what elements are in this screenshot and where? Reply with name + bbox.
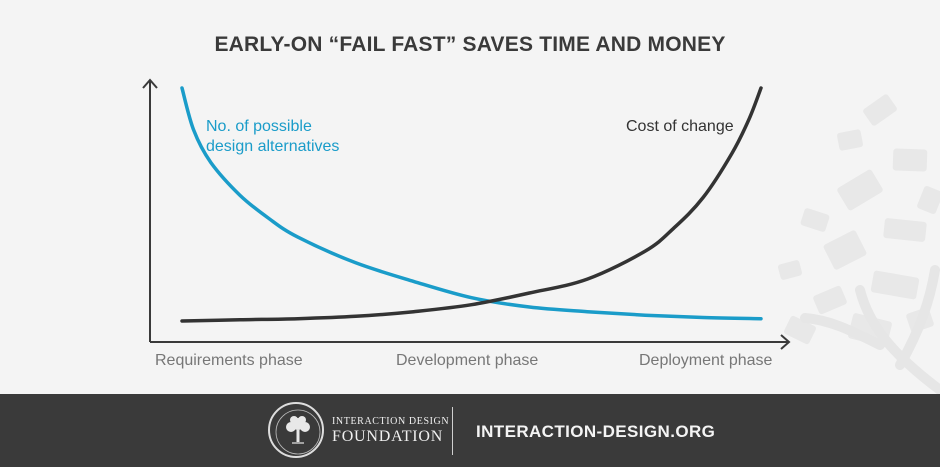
decorative-leaf [823, 230, 867, 270]
decorative-branch [800, 265, 940, 394]
decorative-leaf [777, 260, 803, 280]
series-line-alternatives [180, 86, 763, 321]
decorative-leaf [870, 270, 920, 300]
series-layer [180, 86, 763, 323]
y-axis-arrow [142, 78, 158, 89]
x-tick-requirements: Requirements phase [155, 352, 303, 369]
foundation-logo-icon [268, 402, 324, 458]
alternatives-label-line1: No. of possible [206, 118, 312, 135]
foundation-name: INTERACTION DESIGN FOUNDATION [332, 416, 449, 446]
chart-title: EARLY-ON “FAIL FAST” SAVES TIME AND MONE… [214, 33, 726, 56]
tree-icon [275, 409, 321, 455]
chart-svg [142, 78, 940, 394]
footer: INTERACTION DESIGN FOUNDATION INTERACTIO… [0, 394, 940, 467]
decorative-leaf [813, 285, 847, 315]
x-axis-arrow [780, 334, 791, 350]
decorative-leaf [837, 129, 863, 151]
footer-divider [452, 407, 453, 455]
x-tick-deployment: Deployment phase [639, 352, 773, 369]
foundation-name-line2: FOUNDATION [332, 428, 444, 445]
series-line-cost [180, 86, 763, 323]
decorative-leaf [892, 148, 928, 172]
x-tick-development: Development phase [396, 352, 539, 369]
site-url-link[interactable]: INTERACTION-DESIGN.ORG [476, 422, 716, 441]
decorative-leaves [777, 94, 940, 394]
alternatives-label: No. of possible design alternatives [206, 117, 339, 157]
decorative-leaf [917, 186, 940, 214]
cost-label: Cost of change [626, 118, 734, 135]
decorative-leaf [883, 218, 927, 242]
decorative-leaf [800, 208, 830, 232]
decorative-leaf [837, 169, 883, 211]
decorative-leaf [863, 94, 897, 126]
foundation-name-line1: INTERACTION DESIGN [332, 416, 450, 427]
chart-area: EARLY-ON “FAIL FAST” SAVES TIME AND MONE… [142, 33, 940, 394]
alternatives-label-line2: design alternatives [206, 138, 340, 155]
